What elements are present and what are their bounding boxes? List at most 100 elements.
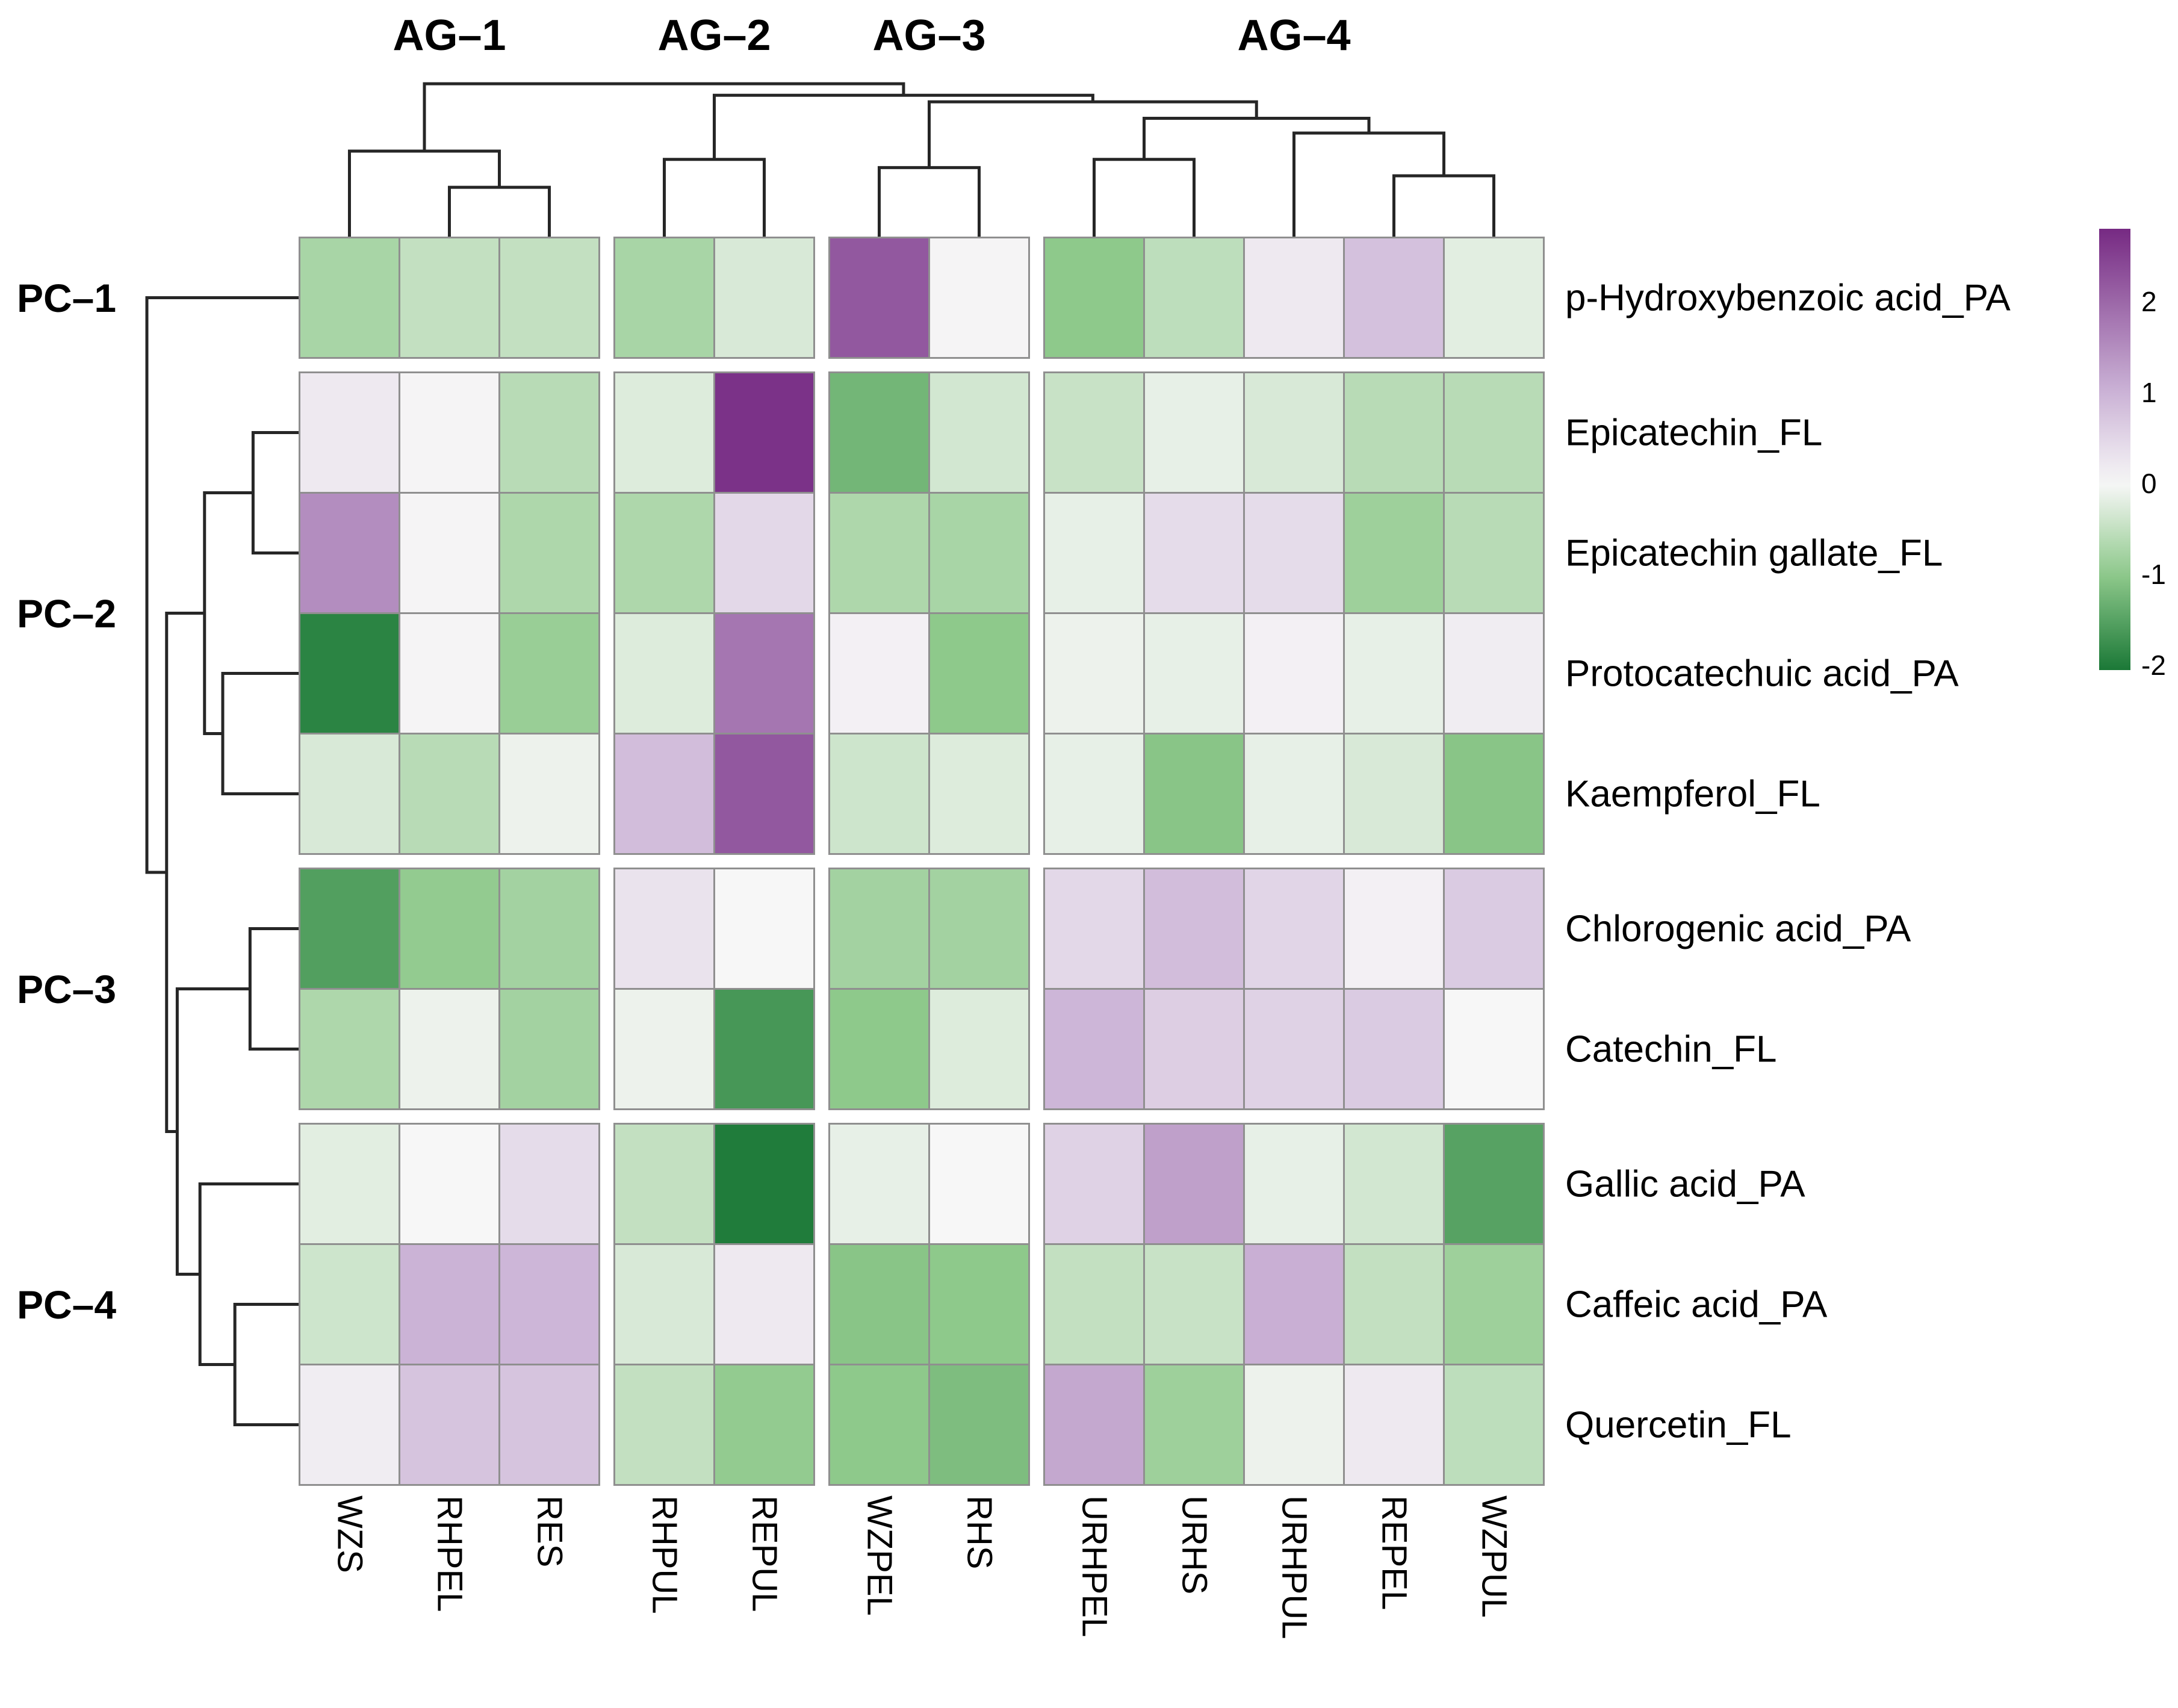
heatmap-cell xyxy=(1245,238,1343,357)
heatmap-cell xyxy=(1345,614,1443,733)
heatmap-cell xyxy=(615,614,713,733)
heatmap-cell xyxy=(930,373,1028,492)
colorbar-tick-label: 2 xyxy=(2141,285,2157,317)
heatmap-block xyxy=(828,1123,1030,1486)
colorbar-tick-label: -2 xyxy=(2141,650,2166,682)
heatmap-block xyxy=(1043,868,1545,1110)
heatmap-cell xyxy=(830,238,928,357)
heatmap-cell xyxy=(1045,238,1143,357)
row-label: Epicatechin gallate_FL xyxy=(1565,532,1943,574)
heatmap-cell xyxy=(1345,734,1443,853)
heatmap-cell xyxy=(615,1365,713,1484)
heatmap-cell xyxy=(500,1245,598,1364)
heatmap-cell xyxy=(1445,494,1543,612)
heatmap-cell xyxy=(930,614,1028,733)
heatmap-cell xyxy=(930,869,1028,988)
row-group-label: PC–3 xyxy=(17,966,117,1011)
heatmap-cell xyxy=(1145,1245,1243,1364)
heatmap-cell xyxy=(300,494,399,612)
heatmap-cell xyxy=(1445,238,1543,357)
heatmap-block xyxy=(613,371,815,855)
heatmap-block xyxy=(828,371,1030,855)
heatmap-cell xyxy=(300,238,399,357)
heatmap-cell xyxy=(1045,373,1143,492)
col-label: RES xyxy=(530,1495,569,1568)
col-label: RHPEL xyxy=(430,1495,470,1612)
heatmap-cell xyxy=(830,614,928,733)
heatmap-cell xyxy=(615,494,713,612)
heatmap-cell xyxy=(930,1365,1028,1484)
colorbar xyxy=(2099,229,2130,670)
col-label: WZPUL xyxy=(1474,1495,1514,1618)
heatmap-cell xyxy=(715,869,813,988)
heatmap-cell xyxy=(1345,373,1443,492)
heatmap-cell xyxy=(500,990,598,1108)
heatmap-cell xyxy=(1045,990,1143,1108)
row-group-label: PC–2 xyxy=(17,591,117,636)
heatmap-cell xyxy=(930,1245,1028,1364)
heatmap-cell xyxy=(830,869,928,988)
heatmap-cell xyxy=(830,373,928,492)
heatmap-cell xyxy=(1345,494,1443,612)
heatmap-block xyxy=(613,237,815,359)
row-label: Caffeic acid_PA xyxy=(1565,1284,1828,1325)
heatmap-cell xyxy=(930,990,1028,1108)
col-label: URHPUL xyxy=(1274,1495,1314,1639)
col-label: WZS xyxy=(330,1495,370,1573)
heatmap-cell xyxy=(400,734,498,853)
heatmap-cell xyxy=(1045,734,1143,853)
heatmap-cell xyxy=(715,990,813,1108)
heatmap-cell xyxy=(1045,869,1143,988)
col-group-label: AG–2 xyxy=(657,11,771,60)
heatmap-cell xyxy=(615,373,713,492)
heatmap-cell xyxy=(830,990,928,1108)
heatmap-cell xyxy=(400,869,498,988)
heatmap-cell xyxy=(930,1125,1028,1243)
col-group-label: AG–4 xyxy=(1237,11,1351,60)
heatmap-cell xyxy=(1245,1245,1343,1364)
heatmap-cell xyxy=(1145,614,1243,733)
heatmap-cell xyxy=(715,734,813,853)
heatmap-cell xyxy=(830,734,928,853)
heatmap-cell xyxy=(830,1245,928,1364)
heatmap-cell xyxy=(1245,1125,1343,1243)
heatmap-cell xyxy=(1045,1365,1143,1484)
heatmap-cell xyxy=(1345,869,1443,988)
col-label: URHPEL xyxy=(1075,1495,1114,1638)
heatmap-cell xyxy=(1445,373,1543,492)
heatmap-block xyxy=(299,868,600,1110)
row-label: Kaempferol_FL xyxy=(1565,773,1820,815)
column-dendrogram xyxy=(348,82,1495,237)
row-label: Chlorogenic acid_PA xyxy=(1565,908,1911,949)
heatmap-cell xyxy=(615,734,713,853)
heatmap-cell xyxy=(1145,1125,1243,1243)
heatmap-block xyxy=(299,1123,600,1486)
heatmap-cell xyxy=(1145,494,1243,612)
heatmap-cell xyxy=(715,614,813,733)
row-label: Catechin_FL xyxy=(1565,1028,1777,1070)
heatmap-cell xyxy=(715,238,813,357)
col-group-label: AG–1 xyxy=(392,11,506,60)
heatmap-cell xyxy=(930,238,1028,357)
heatmap-cell xyxy=(1145,990,1243,1108)
heatmap-cell xyxy=(1245,373,1343,492)
heatmap-block xyxy=(1043,371,1545,855)
heatmap-cell xyxy=(400,614,498,733)
heatmap-cell xyxy=(1345,1125,1443,1243)
heatmap-cell xyxy=(715,1125,813,1243)
heatmap-block xyxy=(828,237,1030,359)
heatmap-cell xyxy=(830,1125,928,1243)
heatmap-cell xyxy=(300,990,399,1108)
heatmap-cell xyxy=(715,1245,813,1364)
heatmap-cell xyxy=(615,1245,713,1364)
heatmap-cell xyxy=(500,373,598,492)
row-group-label: PC–4 xyxy=(17,1282,117,1327)
heatmap-cell xyxy=(1345,1365,1443,1484)
heatmap-cell xyxy=(300,1245,399,1364)
heatmap-cell xyxy=(500,494,598,612)
heatmap-cell xyxy=(615,869,713,988)
heatmap-block xyxy=(299,371,600,855)
heatmap-cell xyxy=(930,734,1028,853)
